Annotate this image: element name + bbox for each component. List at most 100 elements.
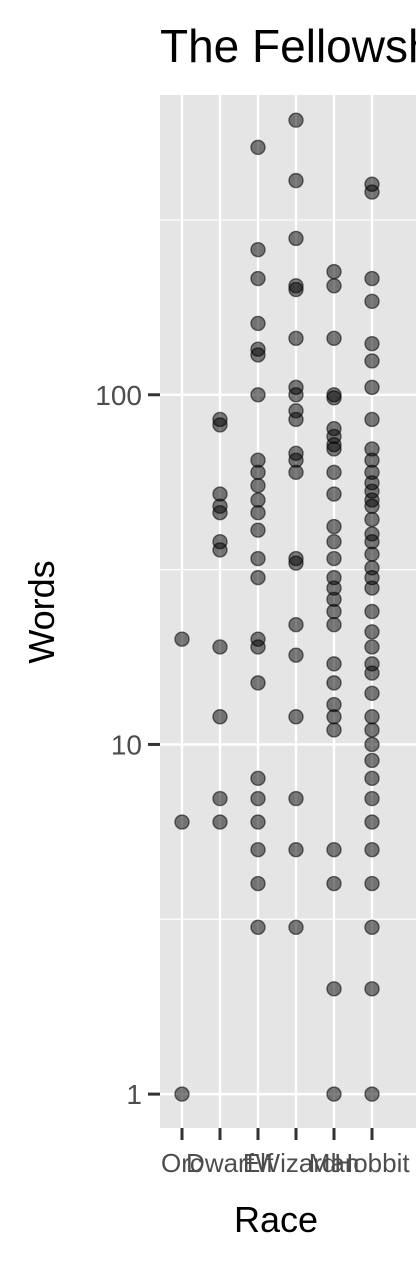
data-point (288, 387, 304, 403)
x-tick-label: Orc (161, 1148, 203, 1178)
data-point (326, 603, 342, 620)
y-axis: 1 10 100 (95, 380, 160, 1110)
data-point (212, 639, 228, 655)
data-point (364, 842, 380, 858)
data-point (364, 814, 380, 830)
x-tick-label: Dwarf (186, 1148, 255, 1178)
y-axis-title: Words (21, 560, 62, 663)
data-point (288, 647, 304, 663)
data-point (250, 505, 266, 521)
data-point (364, 603, 380, 620)
data-point (250, 387, 266, 403)
data-point (364, 685, 380, 702)
data-point (364, 184, 380, 200)
data-point (174, 1086, 190, 1102)
data-point (364, 1086, 380, 1102)
data-point (212, 709, 228, 725)
data-point (288, 842, 304, 858)
data-point (326, 617, 342, 633)
data-point (364, 639, 380, 655)
data-point (212, 790, 228, 807)
data-point (326, 550, 342, 567)
data-point (364, 270, 380, 287)
data-point (250, 569, 266, 586)
x-tick-label: Elf (243, 1148, 274, 1178)
data-point (364, 546, 380, 562)
data-point (250, 919, 266, 935)
x-tick-label: Man (309, 1148, 360, 1178)
data-point (364, 353, 380, 369)
data-point (250, 875, 266, 892)
data-point (250, 814, 266, 830)
data-point (364, 736, 380, 753)
data-point (364, 665, 380, 681)
data-point (288, 330, 304, 347)
data-point (288, 555, 304, 571)
data-point (326, 518, 342, 535)
data-point (250, 139, 266, 156)
data-point (288, 464, 304, 481)
x-tick-label: Wizard (256, 1148, 337, 1178)
data-point (288, 411, 304, 428)
data-point (250, 492, 266, 508)
data-point (326, 534, 342, 550)
data-point (288, 709, 304, 725)
data-point (364, 580, 380, 596)
data-point (326, 709, 342, 725)
data-point (288, 790, 304, 807)
data-point (288, 230, 304, 247)
data-point (326, 722, 342, 738)
data-point (326, 1086, 342, 1102)
data-point (326, 278, 342, 294)
data-point (326, 486, 342, 502)
data-point (250, 315, 266, 332)
data-point (326, 842, 342, 858)
data-point (364, 709, 380, 725)
data-point (250, 347, 266, 363)
data-point (326, 441, 342, 457)
data-point (364, 722, 380, 738)
data-point (326, 981, 342, 997)
data-point (212, 417, 228, 433)
data-point (326, 875, 342, 892)
data-point (364, 875, 380, 892)
data-point (250, 639, 266, 655)
data-point (212, 505, 228, 521)
data-point (364, 770, 380, 787)
data-point (250, 522, 266, 538)
data-point (288, 617, 304, 633)
data-point (364, 498, 380, 514)
data-point (250, 842, 266, 858)
data-point (364, 981, 380, 997)
data-point (174, 631, 190, 647)
data-point (174, 814, 190, 830)
data-point (364, 511, 380, 528)
data-point (326, 330, 342, 347)
x-tick-label: Hobbit (334, 1148, 410, 1178)
data-point (326, 675, 342, 691)
data-point (326, 390, 342, 406)
data-point (364, 293, 380, 310)
data-point (250, 241, 266, 258)
y-tick-label: 10 (111, 729, 142, 760)
y-tick-label: 1 (126, 1079, 142, 1110)
data-point (364, 752, 380, 769)
data-points (174, 112, 380, 1102)
data-point (326, 263, 342, 280)
data-point (288, 919, 304, 935)
data-point (212, 542, 228, 558)
data-point (250, 675, 266, 691)
chart-title: The Fellowship Of The Ring (160, 20, 416, 72)
data-point (364, 790, 380, 807)
data-point (288, 172, 304, 189)
data-point (364, 379, 380, 396)
data-point (364, 919, 380, 935)
x-axis-title: Race (234, 1199, 318, 1240)
data-point (326, 656, 342, 672)
data-point (288, 112, 304, 128)
data-point (250, 477, 266, 494)
data-point (212, 814, 228, 830)
data-point (250, 550, 266, 567)
